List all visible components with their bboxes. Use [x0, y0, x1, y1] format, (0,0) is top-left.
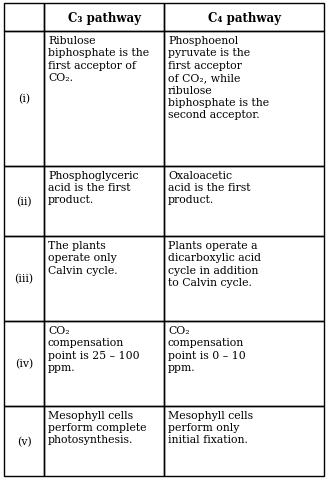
Bar [44, 321, 164, 406]
Text: CO₂
compensation
point is 0 – 10
ppm.: CO₂ compensation point is 0 – 10 ppm. [168, 325, 246, 372]
Text: C₃ pathway: C₃ pathway [68, 12, 140, 24]
Bar [44, 32, 164, 166]
Bar [4, 321, 44, 406]
Bar [4, 4, 44, 32]
Bar [44, 4, 164, 32]
Text: Phosphoenol
pyruvate is the
first acceptor
of CO₂, while
ribulose
biphosphate is: Phosphoenol pyruvate is the first accept… [168, 36, 269, 120]
Bar [164, 237, 324, 321]
Text: Phosphoglyceric
acid is the first
product.: Phosphoglyceric acid is the first produc… [48, 170, 138, 205]
Bar [164, 321, 324, 406]
Text: Plants operate a
dicarboxylic acid
cycle in addition
to Calvin cycle.: Plants operate a dicarboxylic acid cycle… [168, 240, 261, 288]
Text: Mesophyll cells
perform complete
photosynthesis.: Mesophyll cells perform complete photosy… [48, 410, 147, 444]
Bar [4, 406, 44, 476]
Bar [44, 237, 164, 321]
Bar [164, 166, 324, 237]
Text: (i): (i) [18, 94, 30, 104]
Text: (ii): (ii) [16, 196, 32, 206]
Bar [4, 237, 44, 321]
Text: (iv): (iv) [15, 358, 33, 369]
Text: The plants
operate only
Calvin cycle.: The plants operate only Calvin cycle. [48, 240, 118, 275]
Text: Ribulose
biphosphate is the
first acceptor of
CO₂.: Ribulose biphosphate is the first accept… [48, 36, 149, 83]
Bar [44, 406, 164, 476]
Text: Mesophyll cells
perform only
initial fixation.: Mesophyll cells perform only initial fix… [168, 410, 253, 444]
Text: CO₂
compensation
point is 25 – 100
ppm.: CO₂ compensation point is 25 – 100 ppm. [48, 325, 140, 372]
Text: (iii): (iii) [14, 274, 33, 284]
Text: C₄ pathway: C₄ pathway [208, 12, 280, 24]
Bar [164, 32, 324, 166]
Bar [4, 166, 44, 237]
Bar [4, 32, 44, 166]
Text: (v): (v) [17, 436, 31, 446]
Bar [164, 406, 324, 476]
Bar [164, 4, 324, 32]
Bar [44, 166, 164, 237]
Text: Oxaloacetic
acid is the first
product.: Oxaloacetic acid is the first product. [168, 170, 251, 205]
